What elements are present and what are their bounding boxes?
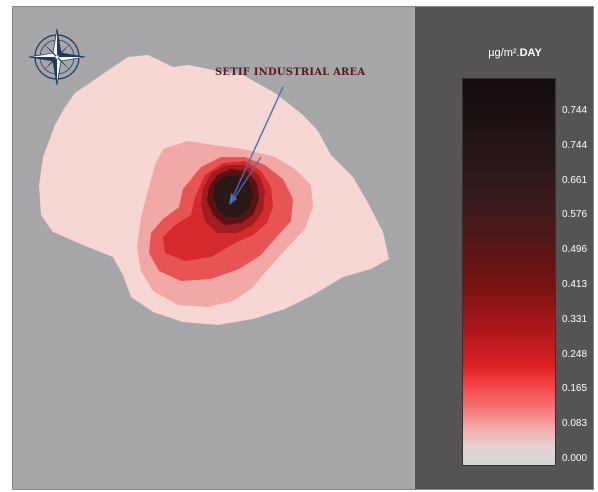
legend-tick-label: 0.248 [562,348,588,360]
legend-tick-label: 0.744 [562,105,588,116]
annotation-arrow-secondary [234,156,262,198]
area-annotation-label: SETIF INDUSTRIAL AREA [215,67,366,78]
map-area: SETIF INDUSTRIAL AREA [13,7,415,489]
legend-tick-label: 0.165 [562,383,588,395]
annotation-arrow-head [229,193,237,205]
legend-tick-label: 0.331 [562,313,588,325]
legend-tick-label: 0.083 [562,418,588,430]
legend-unit-prefix: µg/m². [488,47,520,59]
legend-tick-label: 0.744 [562,139,588,151]
legend-tick-label: 0.000 [562,453,588,464]
map-frame: SETIF INDUSTRIAL AREA µg/m².DAY 0.744 0.7… [12,6,594,490]
legend-tick-label: 0.576 [562,209,588,221]
legend-panel: µg/m².DAY 0.744 0.744 0.661 0.576 0.496 0.413… [415,7,593,489]
legend-tick-label: 0.413 [562,279,588,290]
legend-unit-label: µg/m².DAY [465,47,565,59]
legend-tick-label: 0.496 [562,244,588,256]
compass-rose-icon [28,28,86,86]
legend-colorbar [462,78,556,466]
deposition-map [28,28,389,325]
legend-tick-label: 0.661 [562,174,588,186]
annotation-arrow [230,86,284,202]
legend-unit-suffix: DAY [519,47,542,59]
